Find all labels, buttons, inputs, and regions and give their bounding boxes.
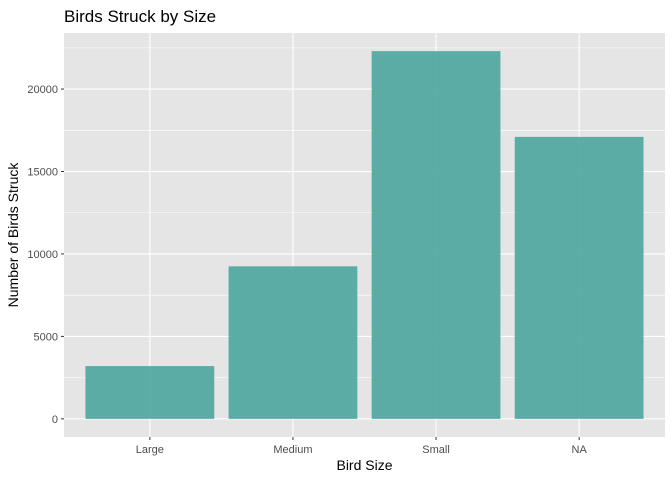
bar-large [85, 366, 215, 419]
bar-small [371, 51, 501, 419]
y-axis-title: Number of Birds Struck [5, 162, 21, 308]
x-tick-label: NA [572, 444, 588, 456]
bars [85, 51, 644, 419]
y-tick-label: 5000 [34, 331, 58, 343]
chart-title: Birds Struck by Size [64, 7, 216, 26]
x-tick-label: Small [422, 444, 450, 456]
y-tick-label: 20000 [27, 84, 58, 96]
bar-na [514, 136, 644, 419]
y-tick-label: 0 [52, 414, 58, 426]
y-tick-label: 15000 [27, 167, 58, 179]
x-axis-title: Bird Size [336, 457, 392, 473]
x-tick-label: Large [136, 444, 164, 456]
y-tick-label: 10000 [27, 249, 58, 261]
axis-ticks [61, 88, 580, 440]
x-tick-labels: Large Medium Small NA [136, 444, 588, 456]
y-tick-labels: 0 5000 10000 15000 20000 [27, 84, 58, 426]
bar-medium [228, 266, 358, 419]
x-tick-label: Medium [273, 444, 312, 456]
